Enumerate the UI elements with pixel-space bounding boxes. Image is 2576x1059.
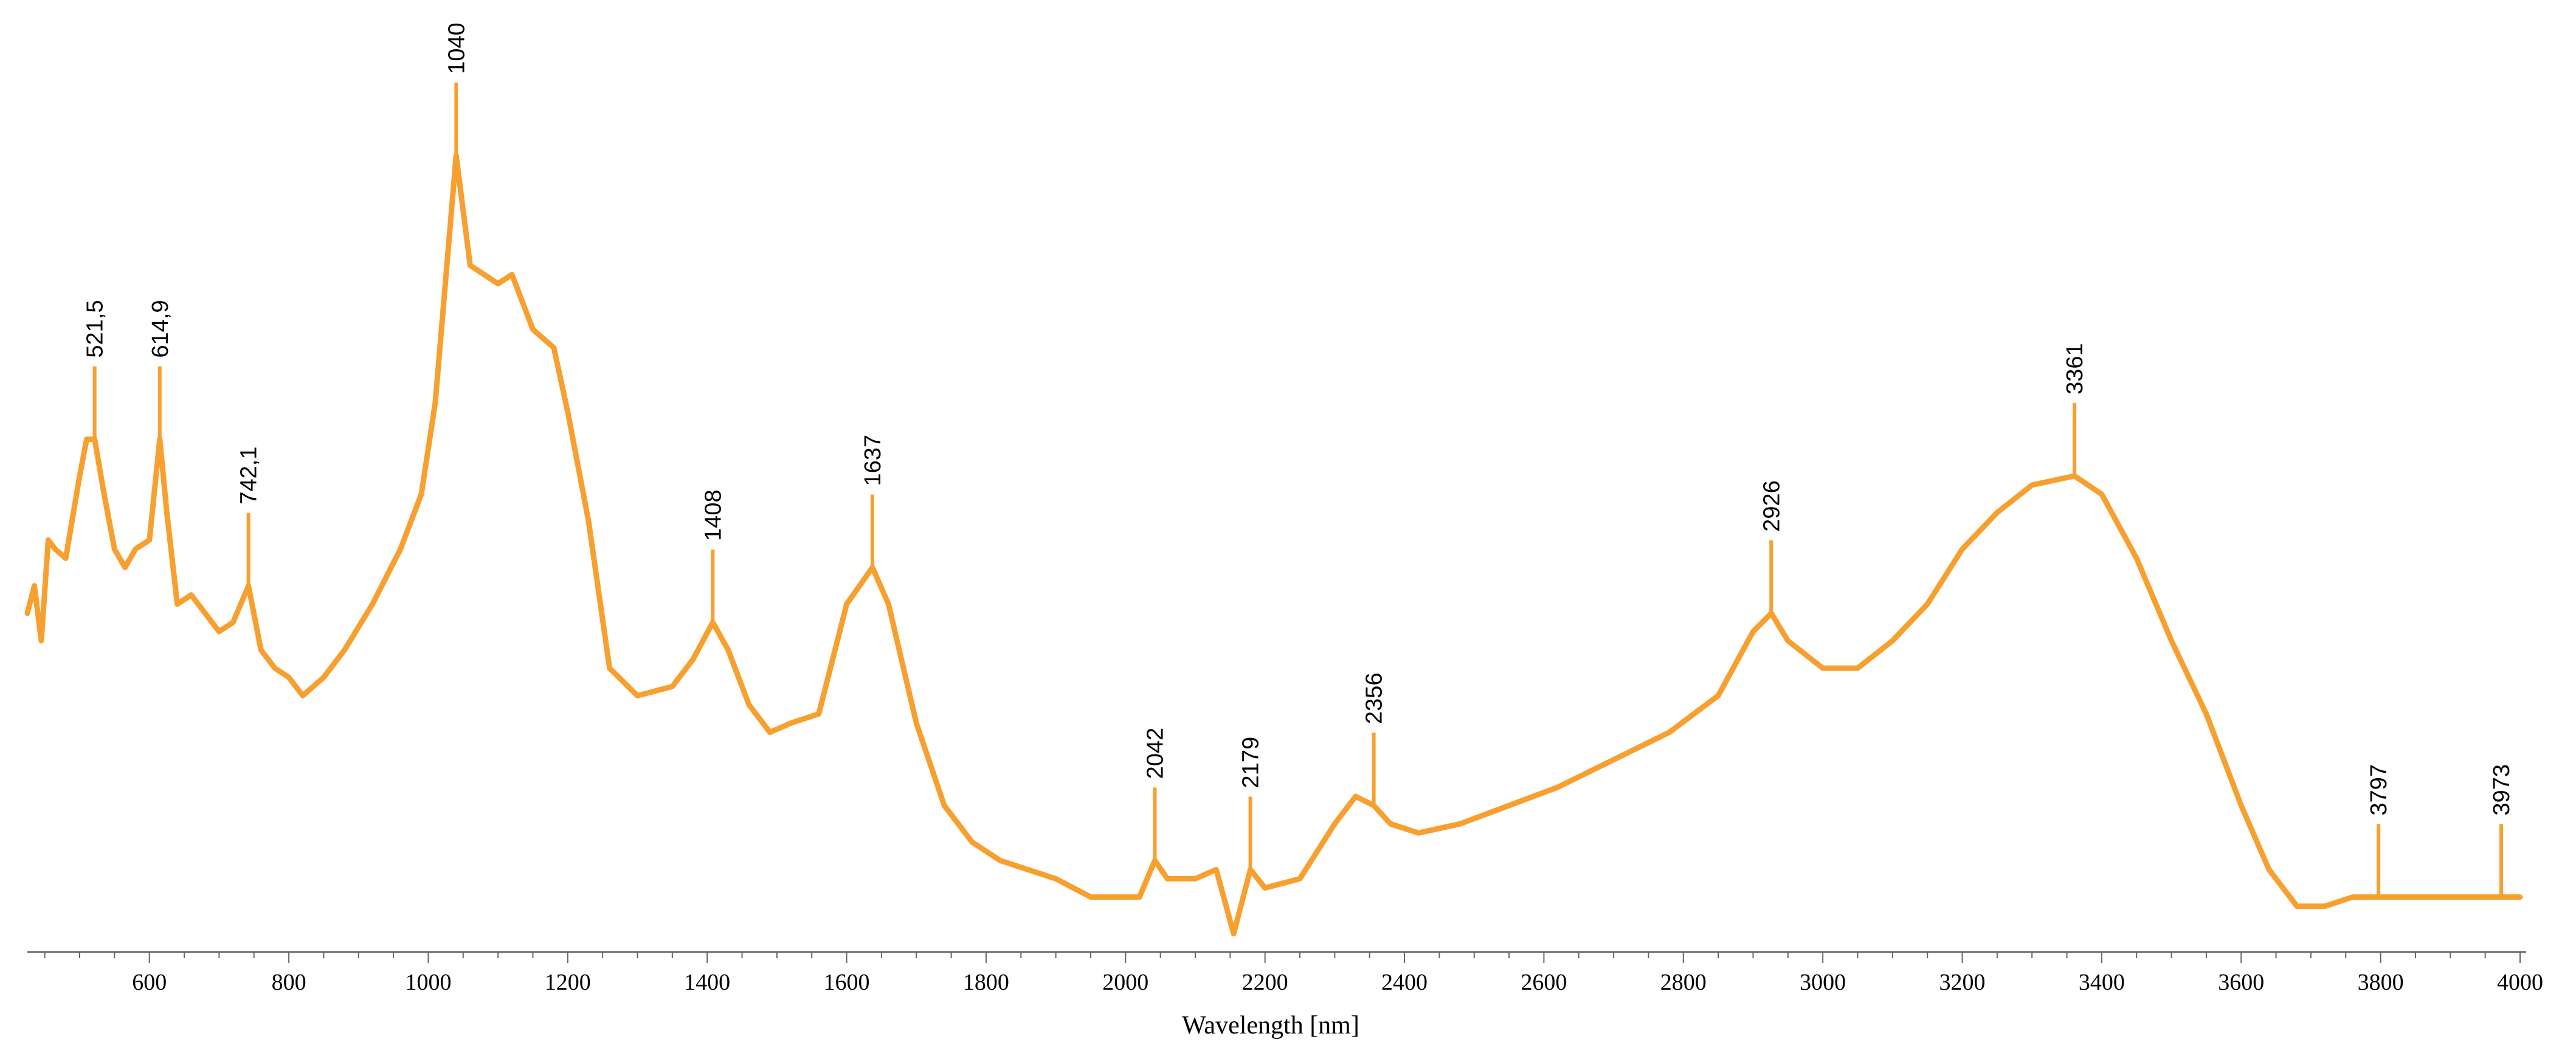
peak-label: 2926	[1759, 480, 1784, 532]
x-tick-label: 1200	[545, 970, 591, 995]
x-axis-title: Wavelength [nm]	[1182, 1012, 1359, 1040]
peak-label: 3797	[2366, 764, 2392, 816]
peak-label: 2179	[1238, 737, 1264, 788]
x-tick-label: 1400	[684, 970, 730, 995]
x-tick-label: 2200	[1242, 970, 1288, 995]
x-tick-label: 800	[272, 970, 306, 995]
peak-label: 2042	[1142, 728, 1168, 779]
x-tick-label: 1600	[824, 970, 870, 995]
x-tick-label: 3000	[1800, 970, 1846, 995]
x-tick-label: 3200	[1939, 970, 1986, 995]
x-tick-label: 600	[132, 970, 167, 995]
spectrum-line	[24, 153, 2523, 937]
x-tick-label: 2400	[1381, 970, 1428, 995]
peak-label: 3361	[2062, 343, 2088, 395]
x-tick-label: 3800	[2358, 970, 2404, 995]
plot-area: 521,5 614,9 742,1 1040 1408 1637 2042 2179 2356 2…	[24, 22, 2523, 937]
x-tick-label: 4000	[2497, 970, 2543, 995]
x-tick-label: 2000	[1102, 970, 1148, 995]
x-tick-label: 3600	[2218, 970, 2264, 995]
x-tick-label: 2600	[1521, 970, 1567, 995]
peak-label: 521,5	[83, 300, 108, 358]
peak-label: 3973	[2489, 764, 2515, 816]
x-axis: 600 800 1000 1200 1400 1600 1800 2000 2200 2400 26…	[27, 951, 2543, 995]
peak-label: 614,9	[148, 300, 173, 358]
peak-label: 742,1	[237, 447, 262, 505]
peak-label: 2356	[1362, 672, 1387, 724]
peak-label: 1637	[860, 435, 886, 486]
x-tick-label: 3400	[2079, 970, 2125, 995]
peak-label: 1408	[700, 489, 726, 541]
x-tick-label: 1000	[405, 970, 451, 995]
peak-label: 1040	[444, 22, 469, 74]
x-tick-label: 2800	[1660, 970, 1707, 995]
x-tick-label: 1800	[963, 970, 1009, 995]
